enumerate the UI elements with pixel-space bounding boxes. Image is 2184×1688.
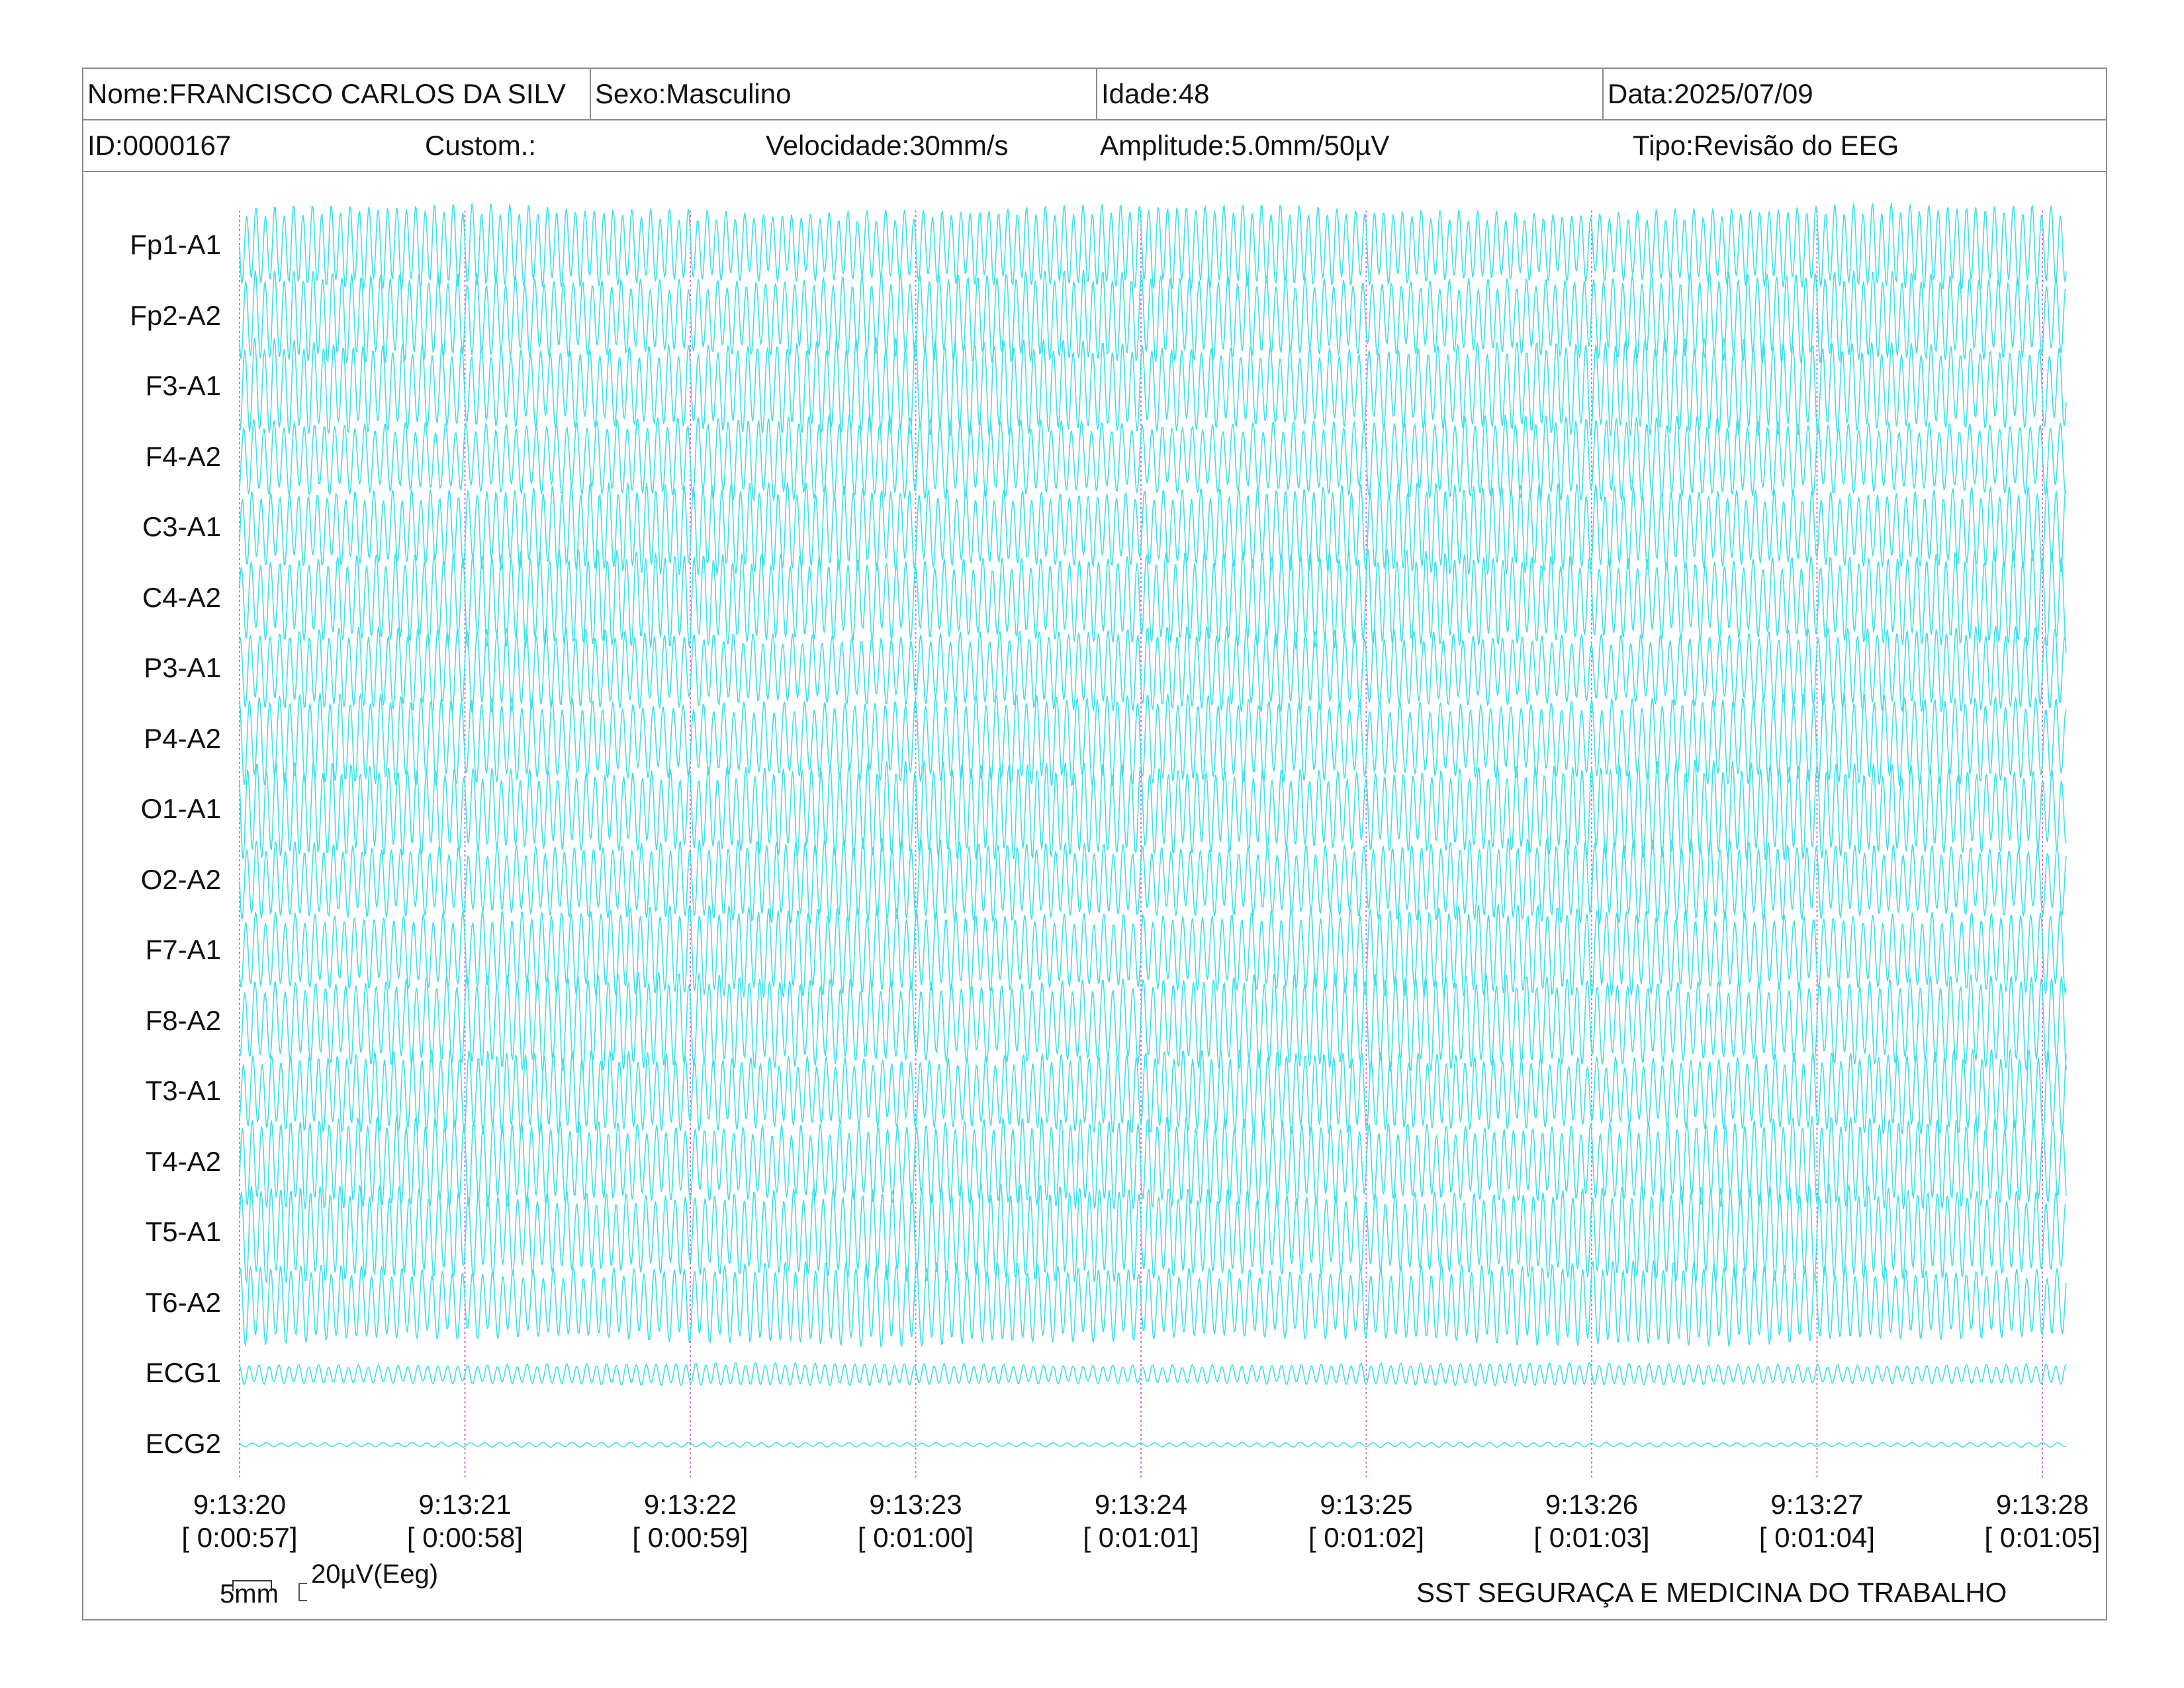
scale-amplitude: 20µV(Eeg): [311, 1560, 439, 1589]
time-clock: 9:13:25: [1320, 1489, 1413, 1520]
eeg-trace: [239, 692, 2067, 787]
channel-label: C4-A2: [142, 581, 221, 613]
eeg-trace: [239, 1441, 2067, 1448]
exam-date: Data:2025/07/09: [1602, 69, 2106, 119]
time-elapsed: [ 0:00:58]: [406, 1522, 523, 1553]
channel-label: T4-A2: [145, 1145, 221, 1177]
channel-label: C3-A1: [142, 511, 221, 542]
second-markers: [239, 211, 2043, 1477]
report-frame: Nome:FRANCISCO CARLOS DA SILV Sexo:Mascu…: [82, 68, 2107, 1620]
eeg-trace: [239, 1260, 2067, 1348]
review-type: Tipo:Revisão do EEG: [1633, 130, 1899, 161]
patient-name: Nome:FRANCISCO CARLOS DA SILV: [87, 78, 566, 109]
time-mark: 9:13:22[ 0:00:59]: [591, 1488, 790, 1554]
time-mark: 9:13:21[ 0:00:58]: [366, 1488, 565, 1554]
header-row-1: Nome:FRANCISCO CARLOS DA SILV Sexo:Mascu…: [83, 69, 2106, 120]
channel-label: Fp2-A2: [130, 299, 221, 331]
time-clock: 9:13:24: [1094, 1489, 1188, 1520]
eeg-trace: [239, 1362, 2067, 1387]
channel-label: F4-A2: [145, 440, 221, 472]
eeg-trace: [239, 203, 2067, 290]
time-clock: 9:13:20: [193, 1489, 287, 1520]
amplitude-setting: Amplitude:5.0mm/50µV: [1100, 130, 1390, 161]
channel-label: F3-A1: [145, 370, 221, 401]
patient-age: Idade:48: [1096, 69, 1602, 119]
eeg-trace: [239, 1115, 2067, 1210]
channel-label: T6-A2: [145, 1286, 221, 1318]
channel-label: F8-A2: [145, 1004, 221, 1036]
time-mark: 9:13:27[ 0:01:04]: [1718, 1488, 1917, 1554]
channel-label: T5-A1: [145, 1216, 221, 1247]
scale-bar-icon: [232, 1580, 307, 1601]
time-elapsed: [ 0:00:57]: [181, 1522, 298, 1553]
eeg-trace: [239, 1048, 2067, 1137]
channel-label: P4-A2: [144, 722, 221, 754]
channel-label: O2-A2: [140, 863, 221, 895]
eeg-trace: [239, 837, 2067, 925]
channel-label: T3-A1: [145, 1075, 221, 1106]
channel-label: O1-A1: [140, 793, 221, 824]
time-mark: 9:13:23[ 0:01:00]: [817, 1488, 1015, 1554]
speed-setting: Velocidade:30mm/s: [766, 130, 1009, 161]
time-clock: 9:13:21: [418, 1489, 512, 1520]
time-mark: 9:13:24[ 0:01:01]: [1042, 1488, 1240, 1554]
time-elapsed: [ 0:01:01]: [1083, 1522, 1199, 1553]
channel-label: ECG1: [145, 1357, 221, 1388]
clinic-name: SST SEGURAÇA E MEDICINA DO TRABALHO: [1416, 1577, 2007, 1608]
scale-time: 5mm: [220, 1579, 279, 1609]
time-clock: 9:13:22: [643, 1489, 737, 1520]
patient-sex: Sexo:Masculino: [590, 69, 1096, 119]
eeg-trace: [239, 482, 2067, 576]
time-elapsed: [ 0:01:04]: [1758, 1522, 1876, 1553]
time-mark: 9:13:26[ 0:01:03]: [1492, 1488, 1691, 1554]
eeg-trace: [239, 625, 2067, 713]
time-clock: 9:13:26: [1545, 1489, 1639, 1520]
time-elapsed: [ 0:01:02]: [1308, 1522, 1425, 1553]
time-elapsed: [ 0:00:59]: [632, 1522, 749, 1553]
eeg-traces: [239, 203, 2067, 1448]
channel-label: Fp1-A1: [130, 229, 221, 260]
channel-label: ECG2: [145, 1427, 221, 1459]
time-mark: 9:13:28[ 0:01:05]: [1943, 1488, 2142, 1554]
channel-label: F7-A1: [145, 934, 221, 965]
time-elapsed: [ 0:01:05]: [1984, 1522, 2101, 1553]
time-clock: 9:13:28: [1995, 1489, 2089, 1520]
patient-id: ID:0000167: [87, 130, 232, 161]
eeg-trace: [239, 337, 2067, 437]
eeg-trace: [239, 971, 2067, 1072]
time-clock: 9:13:23: [869, 1489, 962, 1520]
header-row-2: ID:0000167 Custom.: Velocidade:30mm/s Am…: [83, 120, 2106, 172]
time-elapsed: [ 0:01:03]: [1533, 1522, 1650, 1553]
eeg-trace: [239, 414, 2067, 502]
custom-field: Custom.:: [425, 130, 537, 161]
time-mark: 9:13:20[ 0:00:57]: [140, 1488, 339, 1554]
time-mark: 9:13:25[ 0:01:02]: [1267, 1488, 1466, 1554]
eeg-trace: [239, 904, 2067, 999]
channel-label: P3-A1: [144, 652, 221, 683]
time-clock: 9:13:27: [1770, 1489, 1864, 1520]
time-elapsed: [ 0:01:00]: [857, 1522, 974, 1553]
eeg-trace: [239, 759, 2067, 861]
eeg-trace: [239, 1183, 2067, 1284]
eeg-trace: [239, 548, 2067, 649]
